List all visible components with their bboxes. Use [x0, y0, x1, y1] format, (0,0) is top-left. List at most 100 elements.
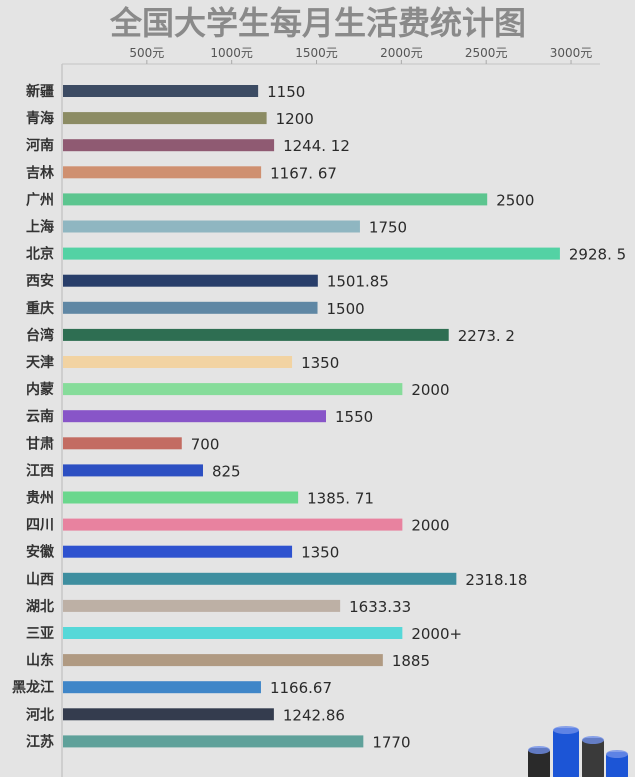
bar [63, 545, 293, 558]
bar [63, 112, 267, 125]
bar [63, 139, 275, 152]
category-label: 吉林 [26, 164, 54, 181]
bar-row: 云南 1550 [26, 408, 373, 426]
bar [63, 681, 261, 694]
category-label: 山东 [26, 652, 54, 669]
bar-row: 内蒙 2000 [26, 381, 450, 399]
value-label: 1200 [276, 110, 314, 128]
bar [63, 383, 403, 396]
bar [63, 735, 364, 748]
battery-cap [606, 750, 628, 758]
bar [63, 356, 293, 368]
bar-row: 青海 1200 [26, 110, 314, 128]
bar-row: 台湾 2273. 2 [26, 327, 515, 345]
value-label: 2000 [411, 381, 449, 399]
bar-row: 西安 1501.85 [26, 273, 389, 291]
category-label: 河南 [26, 137, 54, 154]
category-label: 江苏 [26, 733, 54, 750]
bar-row: 广州 2500 [26, 191, 534, 209]
bar [63, 85, 259, 97]
bar [63, 166, 262, 179]
bar [63, 654, 383, 667]
value-label: 1166.67 [270, 679, 332, 697]
bar-row: 安徽 1350 [26, 544, 339, 562]
bar-row: 江苏 1770 [26, 733, 411, 751]
battery-cell [606, 752, 628, 777]
bar-row: 重庆 1500 [26, 300, 365, 318]
x-tick-label: 3000元 [550, 46, 593, 60]
bar [63, 572, 457, 585]
category-label: 山西 [26, 572, 54, 588]
category-label: 湖北 [26, 599, 54, 615]
chart-title: 全国大学生每月生活费统计图 [109, 4, 526, 42]
value-label: 1350 [301, 544, 339, 562]
bar-row: 黑龙江 1166.67 [12, 679, 332, 697]
bar [63, 328, 449, 341]
x-axis: 500元 1000元 1500元 2000元 2500元 3000元 [61, 46, 600, 777]
bar [63, 518, 403, 531]
bar-row: 天津 1350 [26, 354, 339, 372]
value-label: 1550 [335, 408, 373, 426]
category-label: 广州 [26, 191, 54, 208]
battery-cap [528, 746, 550, 754]
bar-row: 江西 825 [26, 462, 241, 480]
bar-row: 贵州 1385. 71 [26, 490, 374, 508]
bar-row: 北京 2928. 5 [26, 246, 626, 264]
battery-cell [528, 748, 550, 777]
category-label: 青海 [26, 110, 54, 127]
category-label: 三亚 [26, 626, 54, 642]
bar-row: 吉林 1167. 67 [26, 164, 337, 182]
value-label: 1885 [392, 652, 430, 670]
value-label: 2000+ [411, 625, 462, 643]
x-tick-label: 2500元 [465, 46, 508, 60]
bar [63, 708, 274, 721]
category-label: 甘肃 [26, 435, 54, 452]
value-label: 2500 [496, 191, 534, 209]
value-label: 1770 [372, 733, 410, 751]
value-label: 2318.18 [465, 571, 527, 589]
category-label: 安徽 [26, 544, 55, 561]
bar-row: 甘肃 700 [26, 435, 219, 453]
bar [63, 491, 299, 504]
category-label: 西安 [26, 273, 54, 290]
value-label: 1150 [267, 83, 305, 101]
value-label: 700 [191, 435, 220, 453]
bar [63, 274, 318, 287]
category-label: 四川 [26, 518, 54, 534]
category-label: 内蒙 [26, 381, 54, 398]
bar-row: 新疆 1150 [26, 83, 305, 101]
category-label: 云南 [26, 408, 54, 425]
bar [63, 301, 318, 314]
bar-row: 上海 1750 [26, 219, 407, 237]
value-label: 1500 [327, 300, 365, 318]
category-label: 天津 [26, 354, 54, 371]
value-label: 1633.33 [349, 598, 411, 616]
value-label: 1350 [301, 354, 339, 372]
battery-cap [553, 726, 579, 734]
value-label: 825 [212, 462, 241, 480]
battery-cap [582, 736, 604, 744]
bar [63, 627, 403, 639]
value-label: 1242.86 [283, 706, 345, 724]
bar [63, 220, 360, 233]
value-label: 1385. 71 [307, 490, 374, 508]
bar [63, 193, 488, 206]
category-label: 贵州 [26, 490, 54, 507]
category-label: 台湾 [26, 327, 54, 344]
category-label: 黑龙江 [12, 679, 54, 696]
battery-illustration [528, 726, 628, 777]
battery-cell [553, 728, 579, 777]
bar [63, 410, 326, 423]
x-tick-label: 500元 [129, 46, 164, 60]
bar-row: 山东 1885 [26, 652, 430, 670]
x-tick-label: 1500元 [295, 46, 338, 60]
bars: 新疆 1150 青海 1200 河南 1244. 12 吉林 1167. 67 广州 2500 上海… [12, 83, 626, 751]
x-tick-label: 2000元 [380, 46, 423, 60]
value-label: 1750 [369, 219, 407, 237]
bar-row: 湖北 1633.33 [26, 598, 411, 616]
bar-row: 山西 2318.18 [26, 571, 527, 589]
value-label: 1244. 12 [283, 137, 350, 155]
category-label: 上海 [26, 219, 54, 236]
bar-row: 四川 2000 [26, 517, 450, 535]
x-tick-label: 1000元 [210, 46, 253, 60]
